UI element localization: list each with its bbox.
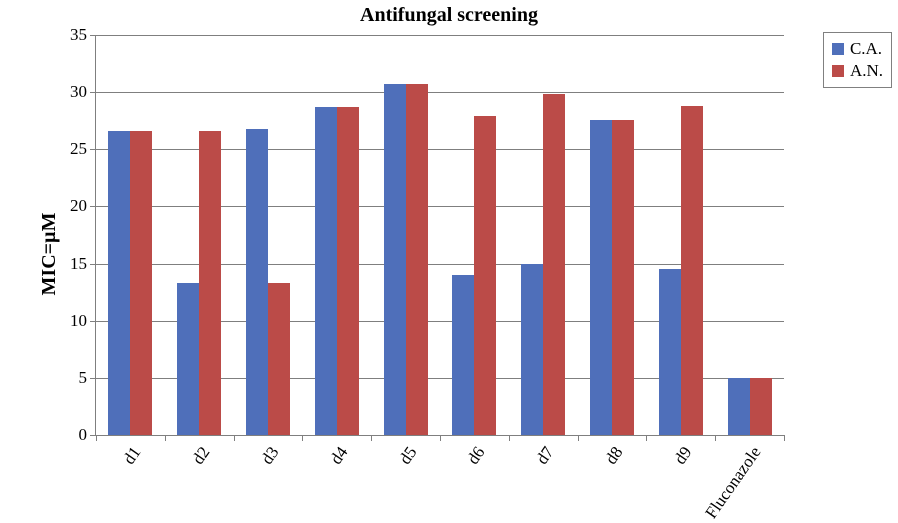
legend-swatch	[832, 65, 844, 77]
bar-ca	[659, 269, 681, 435]
legend-label: A.N.	[850, 61, 883, 81]
x-tick	[784, 435, 785, 441]
x-tick	[578, 435, 579, 441]
y-tick-label: 20	[47, 196, 87, 216]
plot-area	[95, 35, 784, 436]
legend-item: A.N.	[832, 61, 883, 81]
x-tick-label: d8	[601, 443, 627, 468]
gridline	[96, 92, 784, 93]
bar-ca	[521, 264, 543, 435]
y-tick-label: 5	[47, 368, 87, 388]
bar-ca	[384, 84, 406, 435]
legend: C.A.A.N.	[823, 32, 892, 88]
chart-title: Antifungal screening	[0, 4, 898, 27]
bar-ca	[246, 129, 268, 435]
bar-an	[337, 107, 359, 435]
x-tick-label: d4	[326, 443, 352, 468]
bar-ca	[177, 283, 199, 435]
y-tick-label: 35	[47, 25, 87, 45]
bar-ca	[108, 131, 130, 435]
y-tick-label: 25	[47, 139, 87, 159]
bar-ca	[590, 120, 612, 435]
x-tick-label: d1	[120, 443, 146, 468]
y-tick-label: 10	[47, 311, 87, 331]
bar-an	[474, 116, 496, 435]
x-tick	[715, 435, 716, 441]
x-tick-label: Fluconazole	[701, 443, 765, 523]
bar-an	[681, 106, 703, 435]
bar-ca	[315, 107, 337, 435]
x-tick	[234, 435, 235, 441]
x-tick-label: d3	[257, 443, 283, 468]
gridline	[96, 35, 784, 36]
bar-an	[543, 94, 565, 435]
x-tick-label: d2	[188, 443, 214, 468]
bar-an	[199, 131, 221, 435]
x-tick	[371, 435, 372, 441]
legend-item: C.A.	[832, 39, 883, 59]
y-tick-label: 15	[47, 254, 87, 274]
bar-ca	[452, 275, 474, 435]
x-tick	[646, 435, 647, 441]
legend-swatch	[832, 43, 844, 55]
x-tick	[165, 435, 166, 441]
bar-an	[406, 84, 428, 435]
bar-an	[268, 283, 290, 435]
y-tick-labels: 05101520253035	[47, 35, 95, 435]
x-tick	[509, 435, 510, 441]
x-tick-label: d6	[464, 443, 490, 468]
bar-an	[612, 120, 634, 435]
bar-an	[750, 378, 772, 435]
x-tick	[440, 435, 441, 441]
x-tick-label: d7	[532, 443, 558, 468]
y-tick-label: 30	[47, 82, 87, 102]
antifungal-chart: Antifungal screening MIC=µM 051015202530…	[0, 0, 898, 507]
x-tick-label: d5	[395, 443, 421, 468]
x-tick	[302, 435, 303, 441]
x-tick	[96, 435, 97, 441]
x-tick-label: d9	[670, 443, 696, 468]
bar-ca	[728, 378, 750, 435]
bar-an	[130, 131, 152, 435]
legend-label: C.A.	[850, 39, 882, 59]
y-tick-label: 0	[47, 425, 87, 445]
